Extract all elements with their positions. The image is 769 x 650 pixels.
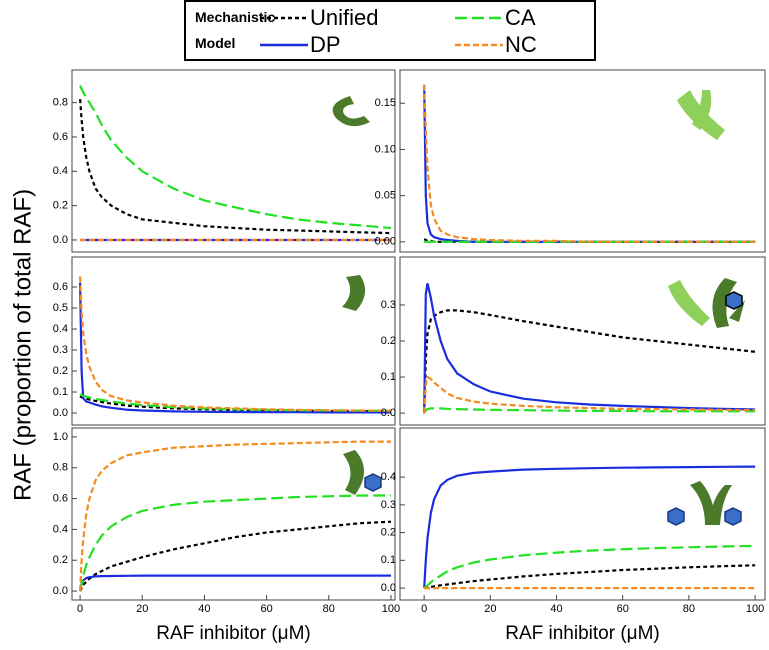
series-line xyxy=(79,494,391,592)
y-tick-label: 0.05 xyxy=(375,190,396,202)
panel-frame xyxy=(71,69,396,253)
y-tick-label: 0.4 xyxy=(53,523,68,535)
icon-dimer-two-inhibitors xyxy=(667,481,742,526)
series-line xyxy=(79,574,391,592)
y-tick-label: 0.0 xyxy=(53,407,68,419)
y-tick-label: 0.6 xyxy=(53,281,68,293)
y-tick-label: 0.1 xyxy=(381,554,396,566)
series-line xyxy=(79,85,392,230)
y-tick-label: 0.2 xyxy=(381,526,396,538)
y-tick-label: 0.8 xyxy=(53,97,68,109)
series-line xyxy=(423,564,756,590)
legend-label: Unified xyxy=(310,5,378,30)
icon-monomer-inhibitor xyxy=(343,450,382,495)
panel-frame xyxy=(71,256,396,426)
series-line xyxy=(423,375,756,414)
y-tick-label: 0.1 xyxy=(53,386,68,398)
y-tick-label: 0.4 xyxy=(53,165,68,177)
y-tick-label: 0.0 xyxy=(381,407,396,419)
x-tick-label: 20 xyxy=(136,603,148,615)
y-axis-label: RAF (proportion of total RAF) xyxy=(9,189,36,501)
x-tick-label: 60 xyxy=(617,603,629,615)
y-tick-label: 0.0 xyxy=(381,582,396,594)
legend-label: DP xyxy=(310,32,341,57)
series-line xyxy=(79,520,392,592)
series-line xyxy=(79,276,392,412)
x-tick-label: 20 xyxy=(484,603,496,615)
series-line xyxy=(423,309,756,414)
y-tick-label: 0.1 xyxy=(381,371,396,383)
x-tick-label: 100 xyxy=(382,603,400,615)
y-tick-label: 0.5 xyxy=(53,302,68,314)
series-line xyxy=(79,99,392,235)
y-tick-label: 0.3 xyxy=(53,344,68,356)
y-tick-label: 0.0 xyxy=(53,234,68,246)
y-tick-label: 1.0 xyxy=(53,431,68,443)
y-tick-label: 0.3 xyxy=(381,499,396,511)
series-line xyxy=(423,465,756,589)
series-line xyxy=(423,544,756,589)
y-tick-label: 0.0 xyxy=(53,585,68,597)
y-tick-label: 0.2 xyxy=(53,554,68,566)
x-tick-label: 80 xyxy=(683,603,695,615)
series-line xyxy=(423,407,756,414)
x-tick-label: 40 xyxy=(198,603,210,615)
icon-monomer xyxy=(342,275,366,311)
x-axis-label: RAF inhibitor (μM) xyxy=(505,623,660,644)
y-tick-label: 0.8 xyxy=(53,462,68,474)
x-tick-label: 100 xyxy=(746,603,764,615)
x-axis-label: RAF inhibitor (μM) xyxy=(156,623,311,644)
legend-box xyxy=(184,0,596,61)
x-tick-label: 40 xyxy=(550,603,562,615)
y-tick-label: 0.2 xyxy=(53,200,68,212)
x-tick-label: 0 xyxy=(77,603,83,615)
y-tick-label: 0.2 xyxy=(53,365,68,377)
y-tick-label: 0.15 xyxy=(375,97,396,109)
y-tick-label: 0.10 xyxy=(375,143,396,155)
y-tick-label: 0.00 xyxy=(375,236,396,248)
icon-dimer-one-inhibitor xyxy=(668,278,745,328)
y-tick-label: 0.4 xyxy=(53,323,68,335)
icon-inactive-monomer xyxy=(332,96,370,127)
series-line xyxy=(423,84,756,243)
y-tick-label: 0.3 xyxy=(381,299,396,311)
icon-empty-dimer xyxy=(677,90,725,140)
y-tick-label: 0.6 xyxy=(53,131,68,143)
panel-frame xyxy=(399,427,766,601)
legend-title: Mechanistic Model xyxy=(195,9,275,51)
x-tick-label: 0 xyxy=(421,603,427,615)
panel-frame xyxy=(399,69,766,253)
y-tick-label: 0.6 xyxy=(53,492,68,504)
series-line xyxy=(79,282,391,414)
series-line xyxy=(79,393,392,412)
series-line xyxy=(423,283,756,414)
panel-frame xyxy=(399,256,766,426)
x-tick-label: 60 xyxy=(260,603,272,615)
x-tick-label: 80 xyxy=(323,603,335,615)
y-tick-label: 0.4 xyxy=(381,471,396,483)
legend-label: NC xyxy=(505,32,537,57)
y-tick-label: 0.2 xyxy=(381,335,396,347)
legend-label: CA xyxy=(505,5,536,30)
series-line xyxy=(79,440,391,592)
panel-frame xyxy=(71,427,396,601)
